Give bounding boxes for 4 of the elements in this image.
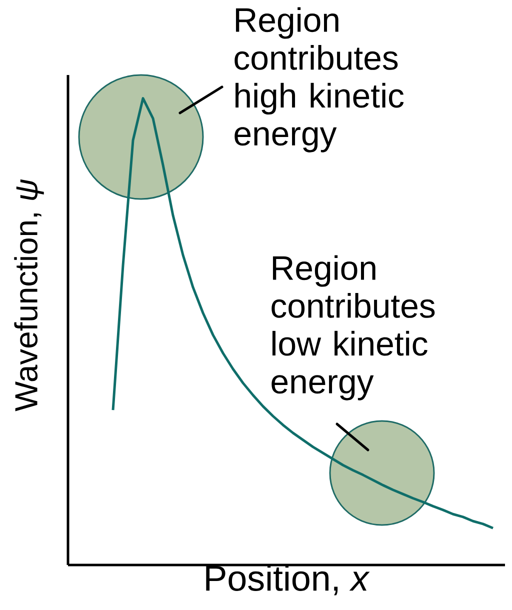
y-axis-title: Wavefunction, ψ [14,179,44,412]
annotation: Region contributes low kinetic energy [272,255,435,400]
x-axis-title: Position, x [206,564,370,596]
annotation: Region contributes high kinetic energy [234,7,404,152]
